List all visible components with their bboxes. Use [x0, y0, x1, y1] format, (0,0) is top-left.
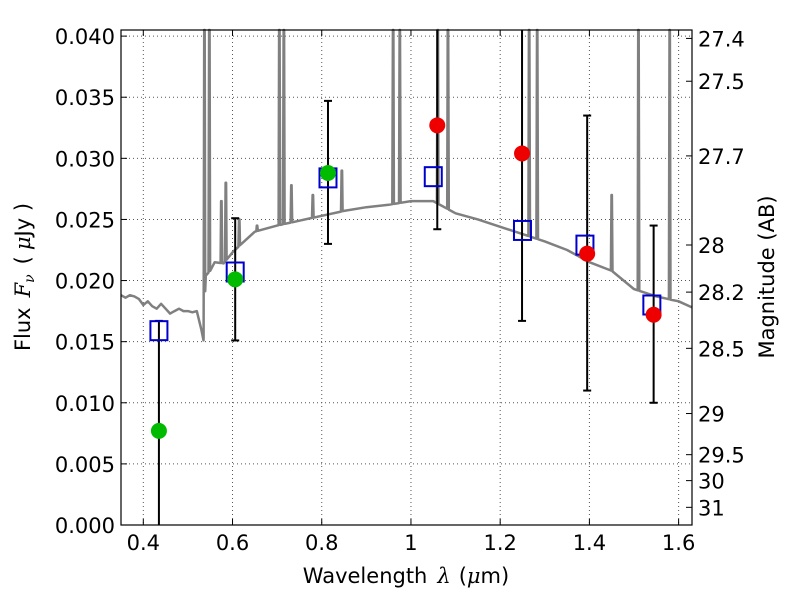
- y-axis-label-unit-open: (: [11, 256, 35, 264]
- model-photometry-square: [149, 320, 169, 342]
- x-tick-label: 1.6: [662, 531, 695, 555]
- y-axis-label-unit-rest: Jy ): [11, 203, 35, 239]
- y-tick-label: 0.040: [55, 25, 115, 49]
- y2-tick-label: 28: [698, 234, 725, 258]
- y2-tick-label: 28.5: [698, 337, 745, 361]
- red-point: [645, 306, 662, 323]
- y2-tick-label: 29.5: [698, 444, 745, 468]
- y-tick-label: 0.015: [55, 331, 115, 355]
- model-photometry-square: [423, 166, 443, 188]
- x-tick-label: 1: [404, 531, 417, 555]
- y-axis-label-symbol: F: [11, 281, 35, 298]
- y-tick-label: 0.005: [55, 453, 115, 477]
- red-point: [429, 117, 446, 134]
- x-tick-label: 1.4: [573, 531, 606, 555]
- y2-tick-label: 27.4: [698, 27, 745, 51]
- y-axis-label-unit-mu: μ: [11, 236, 35, 250]
- data-points-layer: [150, 117, 662, 439]
- red-point: [514, 145, 531, 162]
- y-tick-label: 0.020: [55, 270, 115, 294]
- y2-tick-label: 27.7: [698, 145, 745, 169]
- y2-axis-label: Magnitude (AB): [755, 195, 779, 358]
- grid: [121, 30, 692, 526]
- y2-tick-label: 29: [698, 403, 725, 427]
- x-axis-label-unit-mu: μ: [467, 564, 481, 588]
- y2-tick-label: 31: [698, 496, 725, 520]
- y2-tick-label: 27.5: [698, 70, 745, 94]
- detection-point: [319, 165, 336, 181]
- y-axis-label-symbol-sub: ν: [22, 274, 38, 283]
- y2-tick-label: 28.2: [698, 281, 745, 305]
- x-axis-label-unit-rest: m): [481, 564, 510, 588]
- x-axis-label-unit-open: (: [459, 564, 467, 588]
- detection-point: [150, 422, 167, 439]
- y-tick-label: 0.010: [55, 392, 115, 416]
- y-axis-label-text: Flux: [11, 307, 35, 351]
- y-axis-label: Flux Fν ( μJy ): [11, 203, 38, 351]
- plot-frame: [120, 29, 693, 526]
- x-tick-label: 0.8: [305, 531, 338, 555]
- x-axis-label: Wavelength λ (μm): [303, 564, 509, 588]
- red-point: [579, 245, 596, 262]
- model-photometry-square: [512, 219, 532, 241]
- x-axis-label-symbol: λ: [436, 564, 450, 588]
- x-tick-label: 0.4: [127, 531, 160, 555]
- y-tick-label: 0.000: [55, 514, 115, 538]
- y-tick-label: 0.030: [55, 147, 115, 171]
- y-tick-label: 0.035: [55, 86, 115, 110]
- detection-point: [227, 271, 244, 288]
- x-tick-label: 0.6: [216, 531, 249, 555]
- x-axis-label-text: Wavelength: [303, 564, 428, 588]
- x-tick-label: 1.2: [483, 531, 516, 555]
- ticks: 0.4 0.6 0.8 1 1.2 1.4 1.6 0.000 0.005 0.010 0.015 0…: [55, 25, 745, 555]
- y2-tick-label: 30: [698, 470, 725, 494]
- y-tick-label: 0.025: [55, 208, 115, 232]
